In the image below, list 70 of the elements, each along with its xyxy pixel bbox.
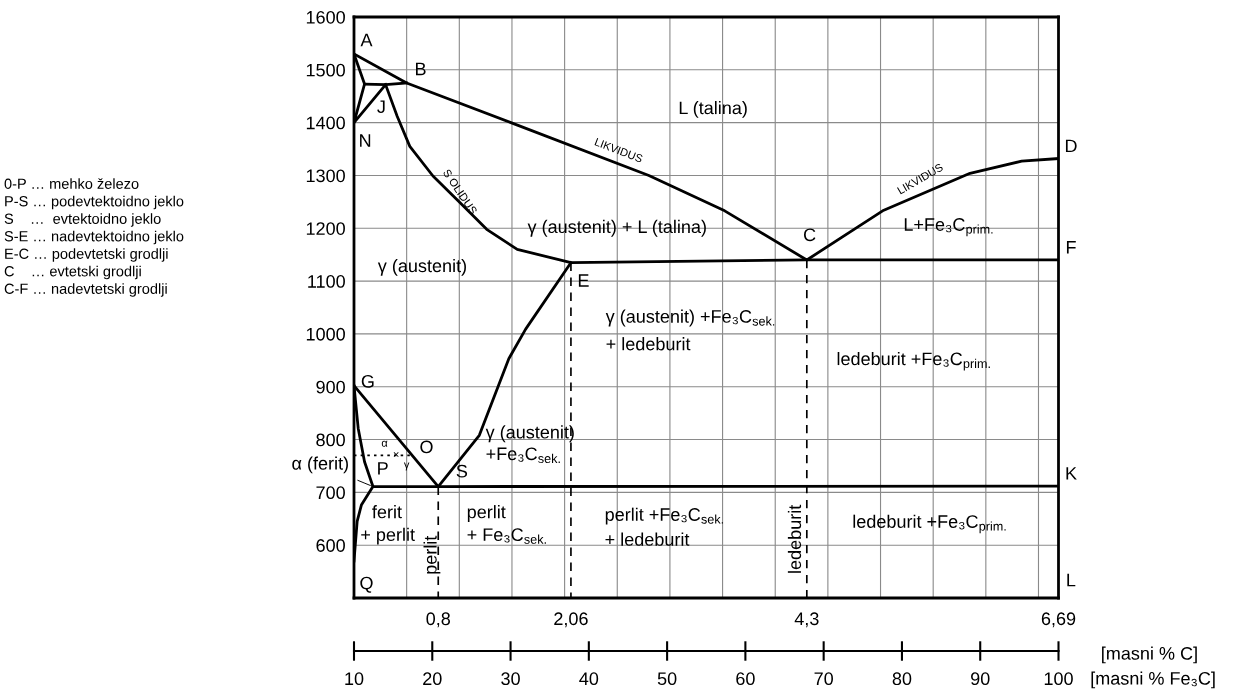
annotation: + ledeburit (605, 532, 690, 546)
x2-tick-label: 50 (657, 672, 677, 686)
annotation: O (420, 440, 433, 454)
text: 0-P … mehko železo (4, 178, 139, 189)
annotation: perlit (423, 535, 441, 574)
text: E-C … podevtetski grodlji (5, 248, 168, 262)
annotation: + Fe₃C$_{sek.}$ (467, 528, 546, 544)
y-tick-label: 600 (316, 539, 345, 552)
annotation: + perlit (361, 527, 415, 545)
text: C-F … nadevtetski grodlji (4, 283, 167, 297)
y-tick-label: 1300 (306, 169, 345, 183)
annotation: C (803, 228, 816, 242)
x-tick-label: 6,69 (1041, 612, 1076, 628)
y-tick-label: 800 (316, 433, 345, 447)
annotation: G (361, 374, 374, 388)
x-tick-label: 4,3 (794, 612, 819, 628)
annotation: ledeburit +Fe₃C$_{prim.}$ (853, 514, 1006, 534)
x-tick-label: 0,8 (426, 612, 451, 628)
x2-tick-label: 40 (579, 672, 599, 686)
annotation: L (talina) (679, 101, 747, 118)
annotation: γ (403, 462, 410, 471)
x2-tick-label: 70 (814, 672, 833, 686)
annotation: S (456, 464, 468, 478)
text: S-E … nadevtektoidno jeklo (4, 230, 184, 245)
annotation: ledeburit +Fe₃C$_{prim.}$ (837, 351, 990, 371)
y-tick-label: 1500 (306, 63, 345, 77)
x2-tick-label: 20 (423, 672, 442, 686)
annotation: J (377, 100, 385, 114)
annotation: perlit +Fe₃C$_{sek.}$ (605, 507, 723, 525)
annotation: γ (austenit) (377, 258, 466, 276)
annotation: γ (austenit) +Fe₃C$_{sek.}$ (605, 309, 775, 327)
annotation: γ (austenit) (485, 425, 574, 443)
annotation: D (1065, 139, 1077, 153)
y-tick-label: 1600 (306, 10, 345, 24)
x-tick-label: 2,06 (554, 612, 588, 628)
annotation: N (360, 134, 371, 147)
y-tick-label: 1200 (306, 222, 345, 235)
annotation: E (578, 274, 589, 287)
annotation: K (1066, 467, 1077, 480)
annotation: ledeburit (787, 504, 802, 573)
annotation: F (1066, 241, 1076, 254)
text: S … evtektoidno jeklo (4, 213, 161, 227)
annotation: α (381, 440, 388, 447)
annotation: L+Fe₃C$_{prim.}$ (904, 218, 993, 237)
x2-axis-title: [masni % Fe₃C] (1091, 671, 1215, 689)
x2-tick-label: 60 (736, 672, 755, 686)
y-tick-label: 1000 (306, 327, 345, 341)
text: P-S … podevtektoidno jeklo (5, 195, 184, 210)
annotation: perlit (467, 505, 506, 522)
x2-tick-label: 10 (345, 672, 364, 686)
annotation: Q (360, 576, 373, 593)
x2-tick-label: 100 (1044, 672, 1073, 686)
annotation: α (ferit) (292, 456, 348, 474)
annotation: +Fe₃C$_{sek.}$ (486, 447, 560, 464)
y-tick-label: 700 (316, 486, 345, 500)
annotation: γ (austenit) + L (talina) (527, 219, 706, 237)
annotation: + ledeburit (606, 337, 691, 351)
annotation: ferit (372, 505, 402, 519)
y-tick-label: 900 (316, 380, 345, 394)
x2-tick-label: 90 (971, 672, 990, 686)
text: C … evtetski grodlji (4, 265, 141, 280)
y-tick-label: 1100 (308, 275, 345, 288)
text: L (1067, 573, 1076, 587)
annotation: B (416, 62, 426, 76)
x2-tick-label: 80 (892, 672, 912, 686)
y-tick-label: 1400 (306, 116, 345, 130)
annotation: P (378, 462, 388, 475)
x-axis-title: [masni % C] (1102, 646, 1197, 664)
x2-tick-label: 30 (501, 672, 520, 686)
annotation: A (360, 33, 373, 47)
